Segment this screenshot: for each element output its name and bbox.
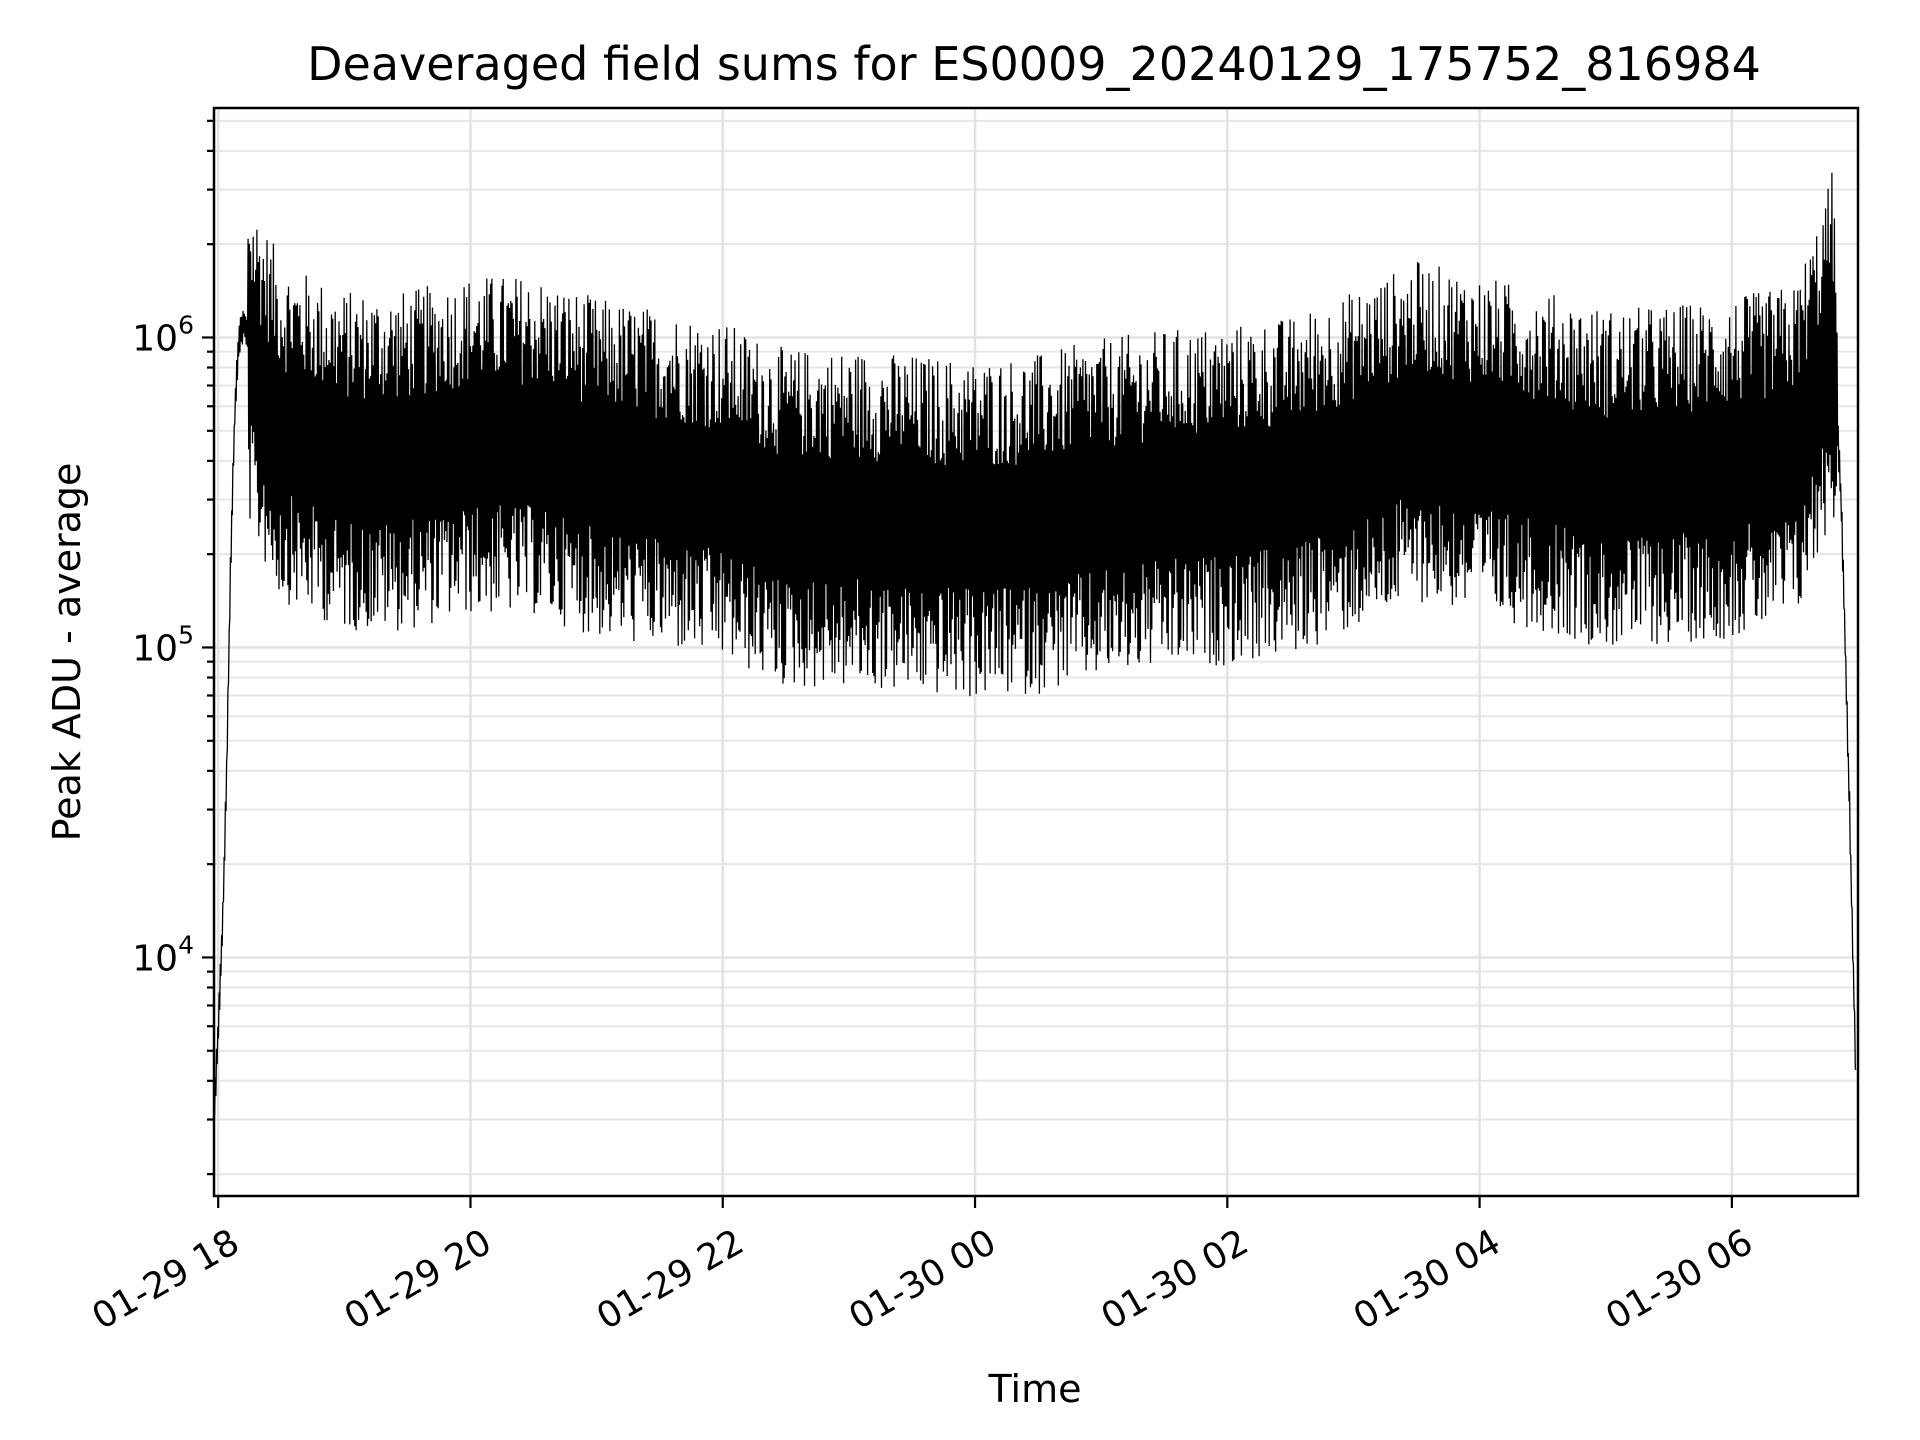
x-tick-label: 01-30 06 <box>1599 1222 1760 1338</box>
plot-frame <box>212 106 1860 1198</box>
x-tick-label: 01-29 20 <box>338 1222 499 1338</box>
y-axis: 104 105 106 <box>132 119 214 1176</box>
y-tick-label: 105 <box>132 620 194 669</box>
y-tick-label: 104 <box>132 930 194 979</box>
x-axis: 01-29 18 01-29 20 01-29 22 01-30 00 01-30 02… <box>86 1196 1760 1338</box>
x-tick-label: 01-30 00 <box>842 1222 1003 1338</box>
x-axis-label: Time <box>988 1367 1082 1411</box>
series-line <box>213 172 1857 1116</box>
x-tick-label: 01-30 02 <box>1095 1222 1256 1338</box>
x-tick-label: 01-29 22 <box>590 1222 751 1338</box>
series-line-path <box>213 172 1857 1116</box>
chart-title: Deaveraged field sums for ES0009_2024012… <box>307 37 1761 91</box>
y-tick-label: 106 <box>132 310 194 359</box>
x-tick-label: 01-29 18 <box>86 1222 247 1338</box>
y-axis-label: Peak ADU - average <box>45 463 89 842</box>
x-tick-label: 01-30 04 <box>1347 1222 1508 1338</box>
